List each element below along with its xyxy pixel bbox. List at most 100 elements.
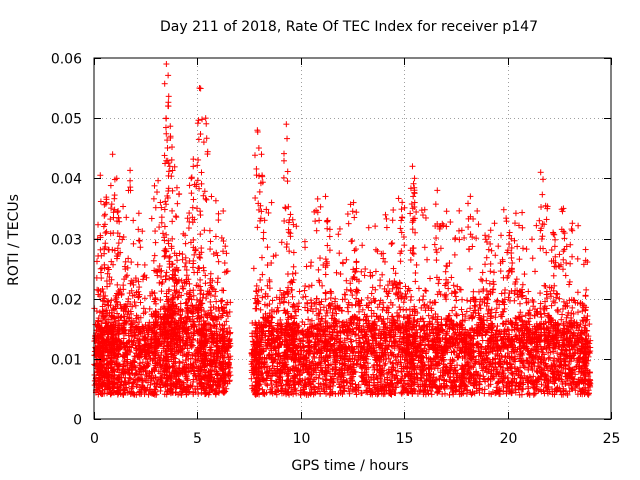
data-point xyxy=(191,269,198,276)
data-point xyxy=(110,321,117,328)
data-point xyxy=(315,266,322,273)
data-point xyxy=(180,285,187,292)
data-point xyxy=(358,268,365,275)
data-point xyxy=(140,273,147,280)
data-point xyxy=(129,370,136,377)
data-point xyxy=(379,271,386,278)
data-point xyxy=(113,336,120,343)
data-point xyxy=(103,228,110,235)
data-point xyxy=(195,156,202,163)
data-point xyxy=(115,240,122,247)
data-point xyxy=(127,167,134,174)
data-point xyxy=(108,313,115,320)
data-point xyxy=(201,188,208,195)
data-point xyxy=(215,275,222,282)
data-point xyxy=(111,368,118,375)
data-point xyxy=(95,322,102,329)
data-point xyxy=(221,260,228,267)
data-point xyxy=(208,193,215,200)
data-point xyxy=(353,209,360,216)
data-point xyxy=(124,339,131,346)
data-point xyxy=(224,268,231,275)
data-point xyxy=(278,239,285,246)
data-point xyxy=(107,365,114,372)
data-point xyxy=(115,363,122,370)
data-point xyxy=(175,293,182,300)
data-point xyxy=(268,199,275,206)
data-point xyxy=(305,283,312,290)
data-point xyxy=(322,193,329,200)
data-point xyxy=(201,227,208,234)
data-point xyxy=(141,295,148,302)
data-point xyxy=(214,279,221,286)
data-point xyxy=(102,211,109,218)
data-point xyxy=(108,355,115,362)
data-point xyxy=(151,182,158,189)
data-point xyxy=(175,191,182,198)
data-point xyxy=(290,263,297,270)
data-point xyxy=(179,251,186,258)
data-point xyxy=(388,241,395,248)
data-point xyxy=(99,285,106,292)
data-point xyxy=(193,205,200,212)
data-point xyxy=(207,298,214,305)
data-point xyxy=(115,389,122,396)
data-point xyxy=(109,372,116,379)
data-point xyxy=(108,389,115,396)
data-point xyxy=(101,295,108,302)
data-point xyxy=(345,220,352,227)
data-point xyxy=(351,214,358,221)
data-point xyxy=(120,282,127,289)
data-point xyxy=(390,206,397,213)
data-point xyxy=(152,239,159,246)
data-point xyxy=(214,252,221,259)
data-point xyxy=(336,250,343,257)
data-point xyxy=(122,258,129,265)
data-point xyxy=(101,212,108,219)
data-point xyxy=(206,227,213,234)
data-point xyxy=(156,224,163,231)
data-point xyxy=(285,203,292,210)
data-point xyxy=(412,269,419,276)
data-point xyxy=(308,259,315,266)
data-point xyxy=(167,253,174,260)
data-point xyxy=(127,177,134,184)
data-point xyxy=(113,346,120,353)
data-point xyxy=(112,305,119,312)
data-point xyxy=(99,352,106,359)
data-point xyxy=(188,190,195,197)
data-point xyxy=(107,390,114,397)
data-point xyxy=(259,271,266,278)
data-point xyxy=(303,263,310,270)
data-point xyxy=(111,339,118,346)
data-point xyxy=(97,246,104,253)
data-point xyxy=(395,195,402,202)
data-point xyxy=(122,368,129,375)
data-point xyxy=(126,374,133,381)
data-point xyxy=(377,282,384,289)
data-point xyxy=(182,240,189,247)
data-point xyxy=(120,313,127,320)
data-point xyxy=(423,287,430,294)
data-point xyxy=(127,349,134,356)
data-point xyxy=(107,302,114,309)
data-point xyxy=(104,283,111,290)
data-point xyxy=(422,214,429,221)
data-point xyxy=(189,204,196,211)
data-point xyxy=(120,306,127,313)
data-point xyxy=(317,255,324,262)
data-point xyxy=(128,344,135,351)
data-point xyxy=(183,272,190,279)
data-point xyxy=(158,288,165,295)
data-point xyxy=(105,266,112,273)
data-point xyxy=(372,268,379,275)
data-point xyxy=(197,254,204,261)
data-point xyxy=(135,210,142,217)
data-point xyxy=(137,299,144,306)
data-point xyxy=(106,280,113,287)
data-point xyxy=(202,280,209,287)
data-point xyxy=(115,351,122,358)
data-point xyxy=(99,308,106,315)
data-point xyxy=(384,293,391,300)
